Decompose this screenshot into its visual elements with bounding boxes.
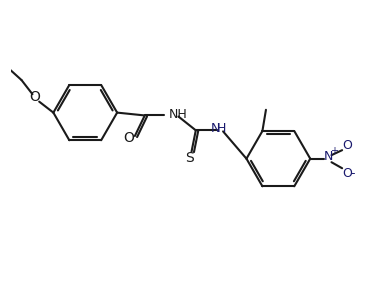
Text: +: + [331, 146, 338, 156]
Text: O: O [342, 139, 352, 152]
Text: O: O [29, 90, 40, 104]
Text: S: S [185, 151, 194, 165]
Text: N: N [324, 150, 334, 163]
Text: N: N [211, 123, 220, 136]
Text: H: H [217, 123, 226, 136]
Text: NH: NH [168, 108, 187, 121]
Text: O: O [123, 131, 134, 145]
Text: O: O [342, 167, 352, 180]
Text: -: - [350, 167, 355, 180]
